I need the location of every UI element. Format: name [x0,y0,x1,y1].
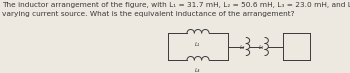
Text: L₁: L₁ [195,42,201,47]
Text: L₂: L₂ [240,45,245,50]
Text: L₃: L₃ [258,45,264,50]
Text: varying current source. What is the equivalent inductance of the arrangement?: varying current source. What is the equi… [2,11,294,17]
Text: The inductor arrangement of the figure, with L₁ = 31.7 mH, L₂ = 50.6 mH, L₃ = 23: The inductor arrangement of the figure, … [2,2,350,8]
Text: L₄: L₄ [195,68,201,73]
